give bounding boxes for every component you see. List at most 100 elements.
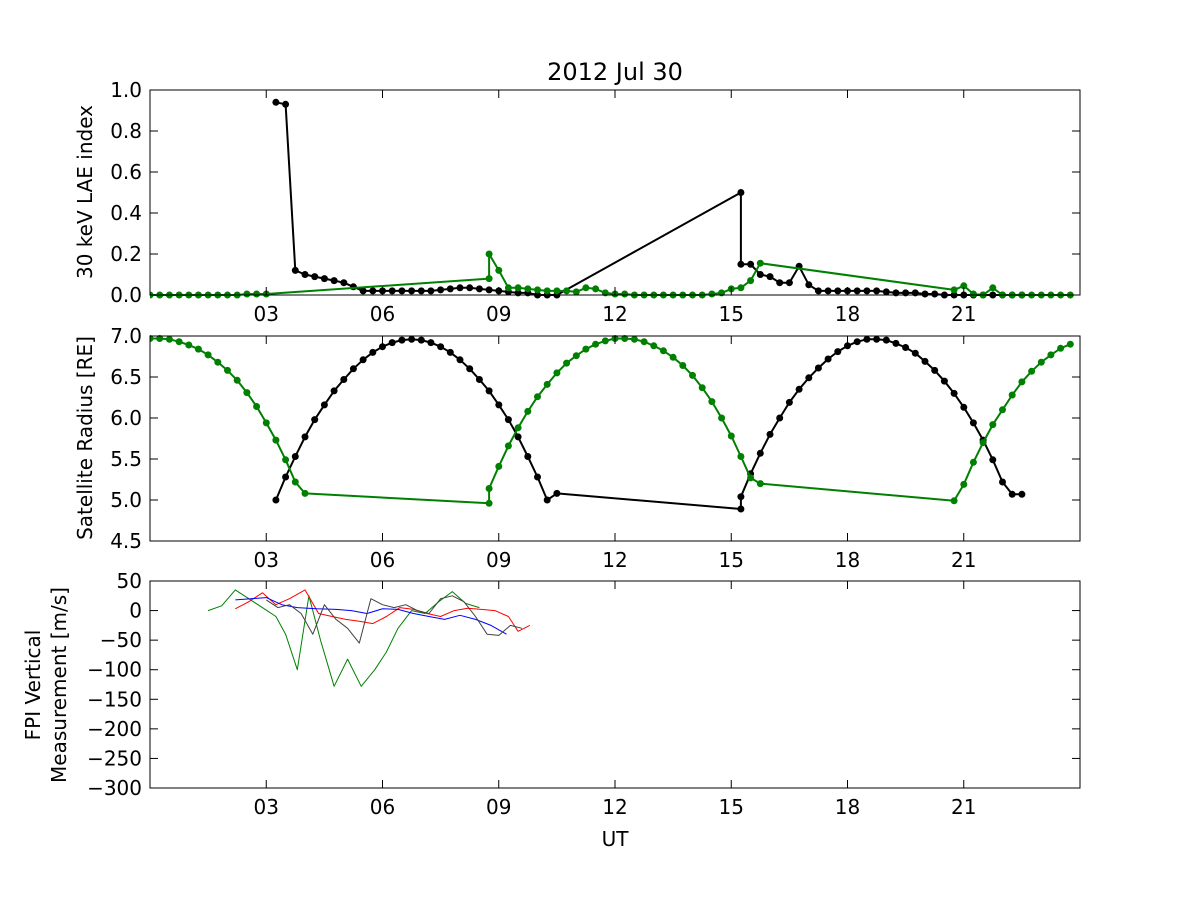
data-point	[150, 335, 154, 342]
data-point	[543, 380, 551, 388]
data-point	[1037, 358, 1045, 366]
data-point	[1047, 351, 1055, 359]
data-point	[398, 287, 406, 295]
data-point	[504, 284, 512, 292]
data-point	[785, 279, 793, 287]
data-point	[737, 493, 745, 501]
data-point	[349, 283, 357, 291]
data-point	[737, 260, 745, 268]
data-point	[175, 338, 183, 346]
data-point	[437, 286, 445, 294]
data-point	[282, 100, 290, 108]
data-point	[524, 453, 532, 460]
data-point	[902, 344, 910, 351]
series-line-3	[235, 597, 507, 635]
data-point	[427, 287, 435, 295]
y-tick-label: −150	[87, 687, 142, 711]
data-point	[1018, 490, 1026, 498]
data-point	[156, 335, 164, 342]
data-point	[330, 277, 338, 285]
data-point	[204, 351, 212, 359]
data-point	[553, 489, 561, 497]
data-point	[446, 348, 454, 356]
x-tick-label: 06	[370, 548, 395, 572]
x-tick-label: 21	[951, 548, 976, 572]
data-point	[824, 287, 832, 295]
data-point	[960, 403, 968, 411]
data-point	[969, 458, 977, 466]
data-point	[834, 348, 842, 356]
y-tick-label: 0.4	[110, 201, 142, 225]
data-point	[650, 342, 658, 350]
x-tick-label: 21	[951, 795, 976, 819]
data-point	[330, 387, 338, 395]
data-point	[320, 275, 328, 283]
x-tick-label: 18	[835, 302, 860, 326]
data-point	[911, 349, 919, 357]
y-axis-label: Satellite Radius [RE]	[73, 336, 97, 540]
data-point	[524, 285, 532, 293]
y-tick-label: −300	[87, 776, 142, 800]
data-point	[466, 284, 474, 292]
data-point	[921, 290, 929, 298]
data-point	[863, 335, 871, 343]
data-point	[727, 432, 735, 440]
data-point	[863, 287, 871, 295]
data-point	[194, 345, 202, 353]
data-point	[737, 453, 745, 460]
panel-3: 03 06 09 12 15 18 21 −300 −250 −200 −150 −100 −50 0 50…	[21, 569, 1081, 851]
data-point	[408, 335, 416, 343]
data-point	[601, 337, 609, 345]
data-point	[737, 189, 745, 196]
panel-2: 03 06 09 12 15 18 21 4.5 5.0 5.5 6.0 6.5 7.0 Satellit…	[73, 324, 1081, 572]
data-point	[1057, 344, 1065, 352]
data-point	[931, 290, 939, 298]
data-point	[969, 290, 977, 298]
data-point	[514, 284, 522, 292]
data-point	[950, 389, 958, 397]
data-point	[582, 284, 590, 292]
data-point	[873, 287, 881, 295]
y-tick-label: 5.5	[110, 447, 142, 471]
data-point	[243, 389, 251, 397]
data-point	[960, 480, 968, 488]
x-tick-label: 18	[835, 795, 860, 819]
x-tick-label: 03	[254, 302, 279, 326]
data-point	[776, 279, 784, 287]
y-axis-label: 30 keV LAE index	[73, 105, 97, 279]
data-point	[882, 336, 890, 344]
data-point	[349, 365, 357, 373]
data-point	[369, 348, 377, 356]
data-point	[485, 485, 493, 492]
data-point	[708, 398, 716, 406]
data-point	[301, 271, 309, 278]
data-point	[669, 353, 677, 361]
data-point	[698, 384, 706, 392]
data-point	[504, 416, 512, 424]
data-point	[340, 279, 348, 287]
data-point	[592, 285, 600, 293]
data-point	[369, 287, 377, 295]
data-point	[756, 480, 764, 488]
series-line-4	[266, 595, 523, 644]
data-point	[282, 456, 290, 464]
data-point	[301, 489, 309, 497]
data-point	[534, 286, 541, 294]
chart-title: 2012 Jul 30	[547, 58, 683, 86]
data-point	[882, 288, 890, 296]
data-point	[359, 287, 367, 295]
data-point	[398, 336, 406, 344]
series-line-1	[207, 589, 480, 687]
x-tick-label: 03	[254, 795, 279, 819]
data-point	[514, 433, 522, 441]
data-point	[456, 284, 464, 292]
data-point	[582, 345, 590, 353]
data-point	[805, 374, 813, 382]
data-point	[475, 285, 483, 293]
y-tick-label: 1.0	[110, 78, 142, 102]
data-point	[514, 424, 522, 432]
data-point	[311, 416, 319, 424]
y-tick-label: −50	[100, 628, 142, 652]
data-point	[388, 339, 396, 347]
